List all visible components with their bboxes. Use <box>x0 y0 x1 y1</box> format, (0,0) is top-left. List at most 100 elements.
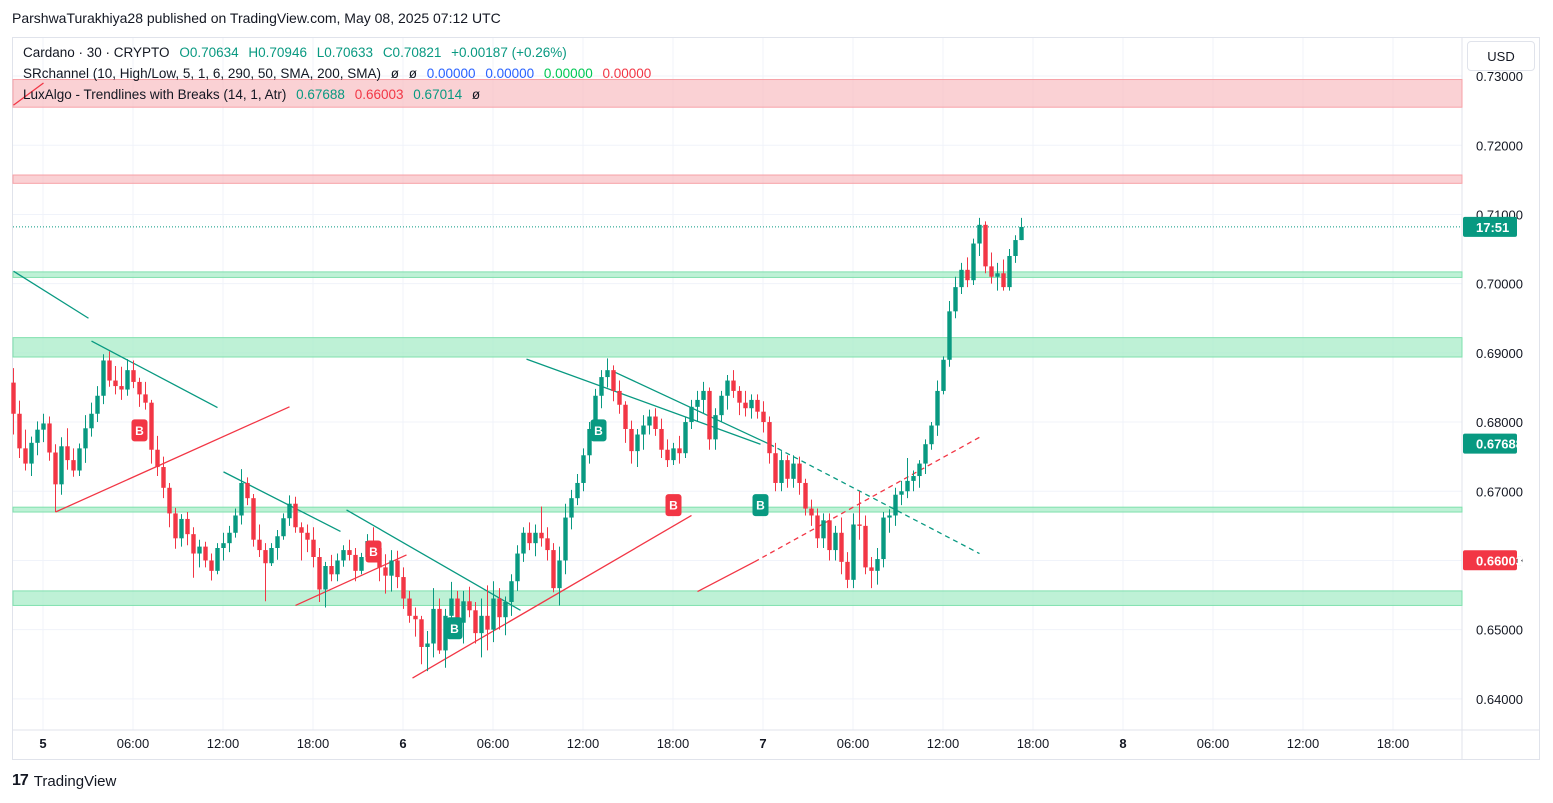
candle-down <box>113 380 118 387</box>
candle-up <box>287 503 292 519</box>
candle-up <box>521 532 526 554</box>
publisher-header: ParshwaTurakhiya28 published on TradingV… <box>12 10 501 26</box>
candle-down <box>827 520 832 551</box>
candle-down <box>65 446 70 461</box>
candle-up <box>935 390 940 426</box>
time-tick-label: 8 <box>1119 736 1126 751</box>
candle-up <box>671 448 676 461</box>
legend-srchannel-line[interactable]: SRchannel (10, High/Low, 5, 1, 6, 290, 5… <box>23 66 657 81</box>
candle-down <box>731 380 736 391</box>
currency-button[interactable]: USD <box>1467 41 1535 71</box>
candle-up <box>281 518 286 537</box>
candle-up <box>239 482 244 516</box>
candle-down <box>527 532 532 544</box>
time-tick-label: 18:00 <box>1377 736 1410 751</box>
hidden-icon: ø <box>471 87 481 102</box>
price-label-text: 17:51 <box>1476 220 1509 235</box>
time-tick-label: 12:00 <box>207 736 240 751</box>
candle-up <box>101 360 106 396</box>
legend-high: H0.70946 <box>248 45 307 60</box>
candle-down <box>47 423 52 453</box>
candle-down <box>311 539 316 557</box>
candle-up <box>641 425 646 435</box>
candle-down <box>707 390 712 440</box>
candle-down <box>473 610 478 634</box>
candle-down <box>329 565 334 575</box>
candle-up <box>995 273 1000 277</box>
time-tick-label: 18:00 <box>1017 736 1050 751</box>
candle-up <box>599 377 604 396</box>
candle-up <box>323 565 328 590</box>
candle-up <box>923 444 928 464</box>
candle-down <box>419 619 424 647</box>
candle-down <box>23 448 28 464</box>
candle-up <box>509 581 514 602</box>
price-tick-label: 0.73000 <box>1476 69 1523 84</box>
candle-down <box>497 598 502 618</box>
candle-up <box>1013 240 1018 256</box>
candle-up <box>491 598 496 630</box>
candle-down <box>785 460 790 479</box>
candle-up <box>425 643 430 647</box>
legend-srchannel-name[interactable]: SRchannel (10, High/Low, 5, 1, 6, 290, 5… <box>23 66 381 81</box>
time-tick-label: 06:00 <box>837 736 870 751</box>
legend-luxalgo-line[interactable]: LuxAlgo - Trendlines with Breaks (14, 1,… <box>23 87 486 102</box>
candle-down <box>257 539 262 551</box>
support-zone <box>12 590 1463 606</box>
candle-up <box>563 517 568 561</box>
candle-up <box>89 413 94 429</box>
candle-up <box>689 406 694 423</box>
tradingview-logo-icon: 17 <box>12 772 29 789</box>
candle-down <box>755 399 760 412</box>
break-marker <box>590 419 607 442</box>
trendline <box>223 471 341 532</box>
break-marker <box>131 419 148 442</box>
candle-down <box>245 482 250 499</box>
candle-up <box>647 416 652 426</box>
legend-symbol-line[interactable]: Cardano · 30 · CRYPTO O0.70634 H0.70946 … <box>23 45 573 60</box>
candle-up <box>269 548 274 564</box>
candle-up <box>581 455 586 483</box>
price-tick-label: 0.67000 <box>1476 484 1523 499</box>
trendline <box>55 406 290 513</box>
candle-down <box>293 503 298 528</box>
candle-down <box>299 527 304 533</box>
legend-close: C0.70821 <box>382 45 442 60</box>
break-marker-label: B <box>369 545 378 559</box>
candle-down <box>107 360 112 381</box>
candle-up <box>197 546 202 554</box>
legend-symbol[interactable]: Cardano · 30 · CRYPTO <box>23 45 170 60</box>
tradingview-footer[interactable]: 17 TradingView <box>12 772 116 790</box>
break-marker <box>752 494 769 517</box>
candle-up <box>893 494 898 516</box>
candle-down <box>659 428 664 450</box>
candle-up <box>83 428 88 449</box>
candle-up <box>503 601 508 618</box>
candle-down <box>191 534 196 554</box>
candle-up <box>221 543 226 549</box>
candle-up <box>227 532 232 544</box>
candle-down <box>539 532 544 539</box>
time-tick-label: 18:00 <box>657 736 690 751</box>
candle-up <box>449 598 454 616</box>
time-tick-label: 5 <box>39 736 46 751</box>
candle-up <box>683 422 688 454</box>
legend-luxalgo-name[interactable]: LuxAlgo - Trendlines with Breaks (14, 1,… <box>23 87 287 102</box>
break-marker-label: B <box>135 424 144 438</box>
legend-low: L0.70633 <box>316 45 374 60</box>
candle-down <box>347 550 352 555</box>
candle-down <box>17 413 22 449</box>
candle-down <box>551 550 556 589</box>
candle-down <box>317 557 322 590</box>
candle-up <box>587 428 592 456</box>
legend-srchannel-value: 0.00000 <box>602 66 652 81</box>
candle-up <box>953 287 958 312</box>
candle-up <box>443 615 448 651</box>
candle-down <box>209 560 214 571</box>
price-tick-label: 0.65000 <box>1476 623 1523 638</box>
candle-down <box>677 448 682 454</box>
candle-up <box>941 359 946 391</box>
trendline-projection <box>754 436 980 563</box>
candle-down <box>845 561 850 580</box>
